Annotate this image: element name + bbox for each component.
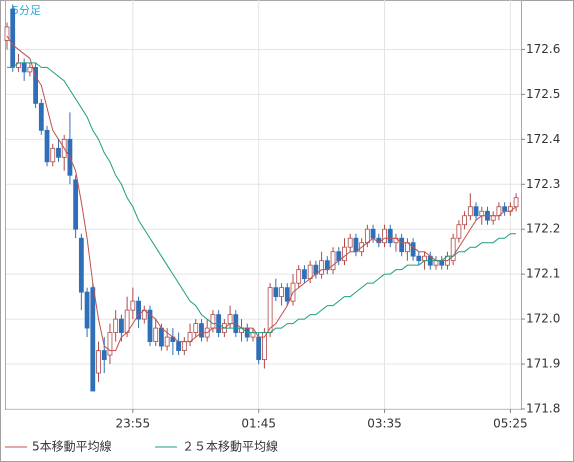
candle-body <box>107 332 113 356</box>
candle-body <box>130 300 136 311</box>
candle-body <box>90 287 96 392</box>
legend-label: 5本移動平均線 <box>32 439 112 454</box>
candle-body <box>422 255 427 262</box>
candle-body <box>502 206 508 212</box>
candle-body <box>119 318 124 333</box>
candle-body <box>273 287 279 298</box>
candle-body <box>462 215 468 226</box>
candle-body <box>181 341 187 351</box>
chart-title: 5分足 <box>12 4 41 17</box>
candle-body <box>84 291 90 329</box>
y-tick-label: 172.4 <box>526 132 560 146</box>
candle-body <box>302 269 307 280</box>
candle-body <box>256 336 262 360</box>
candle-body <box>10 8 16 68</box>
candle-body <box>96 350 101 374</box>
candle-body <box>473 206 479 217</box>
candle-body <box>347 237 353 248</box>
candle-body <box>284 287 290 302</box>
candle-body <box>399 237 405 253</box>
candle-body <box>4 26 10 41</box>
candle-body <box>164 336 170 347</box>
candle-body <box>330 251 336 271</box>
candle-body <box>50 147 56 163</box>
candle-body <box>279 287 284 298</box>
x-tick-label: 23:55 <box>116 417 151 431</box>
candle-body <box>176 341 182 351</box>
candle-body <box>33 67 38 104</box>
candle-body <box>439 260 445 266</box>
candle-body <box>296 269 302 284</box>
candle-body <box>159 327 164 347</box>
y-tick-label: 172.5 <box>526 87 560 101</box>
x-tick-label: 01:45 <box>241 417 276 431</box>
y-tick-label: 172.0 <box>526 312 560 326</box>
y-tick-label: 172.6 <box>526 42 560 56</box>
candle-body <box>490 215 496 221</box>
candle-body <box>410 242 416 257</box>
candle-body <box>153 327 159 342</box>
candle-body <box>382 228 387 244</box>
y-tick-label: 172.3 <box>526 177 560 191</box>
candle-body <box>73 179 79 230</box>
candle-body <box>267 287 273 333</box>
candle-body <box>433 260 439 266</box>
candle-body <box>450 237 456 262</box>
candle-body <box>78 237 84 293</box>
candle-body <box>479 210 485 217</box>
ma-line <box>7 62 517 334</box>
y-tick-label: 171.9 <box>526 357 560 371</box>
candle-body <box>199 323 204 338</box>
candle-body <box>467 206 473 217</box>
candle-body <box>210 314 216 329</box>
candle-body <box>227 314 233 325</box>
candle-body <box>370 228 376 239</box>
candle-body <box>136 300 141 320</box>
y-tick-label: 172.1 <box>526 267 560 281</box>
candle-body <box>250 332 256 338</box>
candle-body <box>193 323 199 333</box>
candle-body <box>319 260 325 275</box>
candle-body <box>416 255 422 262</box>
candle-body <box>342 246 347 262</box>
candle-body <box>387 228 393 244</box>
y-tick-label: 172.2 <box>526 222 560 236</box>
candle-body <box>56 147 61 158</box>
candle-body <box>513 197 519 208</box>
candle-body <box>44 129 50 163</box>
candle-body <box>38 102 44 131</box>
candle-body <box>456 224 462 239</box>
candle-body <box>364 228 370 244</box>
x-tick-label: 03:35 <box>367 417 402 431</box>
legend-label: ２５本移動平均線 <box>182 439 278 454</box>
ma-line <box>6 35 517 352</box>
candle-body <box>124 309 130 333</box>
y-tick-label: 171.8 <box>526 402 560 416</box>
candle-body <box>21 62 27 73</box>
candle-body <box>147 309 153 342</box>
candle-body <box>101 350 107 360</box>
candle-body <box>307 264 313 280</box>
candle-body <box>27 67 33 73</box>
candle-body <box>113 318 119 333</box>
x-tick-label: 05:25 <box>493 417 528 431</box>
candle-body <box>353 237 359 253</box>
